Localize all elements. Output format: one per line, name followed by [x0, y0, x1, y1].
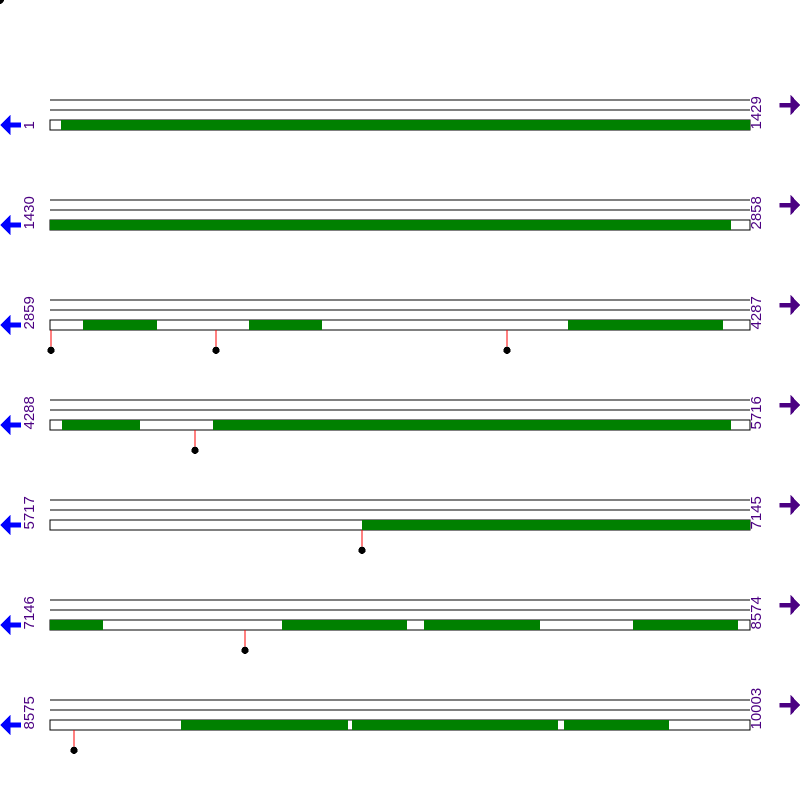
svg-text:2858: 2858	[748, 196, 765, 229]
svg-text:1: 1	[21, 121, 38, 129]
svg-text:7146: 7146	[21, 596, 38, 629]
svg-text:10003: 10003	[748, 688, 765, 730]
svg-text:1429: 1429	[748, 96, 765, 129]
svg-text:8575: 8575	[21, 696, 38, 729]
svg-text:8574: 8574	[748, 596, 765, 629]
svg-text:5717: 5717	[21, 496, 38, 529]
svg-text:1430: 1430	[21, 196, 38, 229]
svg-text:4287: 4287	[748, 296, 765, 329]
svg-text:5716: 5716	[748, 396, 765, 429]
svg-text:7145: 7145	[748, 496, 765, 529]
svg-text:4288: 4288	[21, 396, 38, 429]
svg-text:2859: 2859	[21, 296, 38, 329]
